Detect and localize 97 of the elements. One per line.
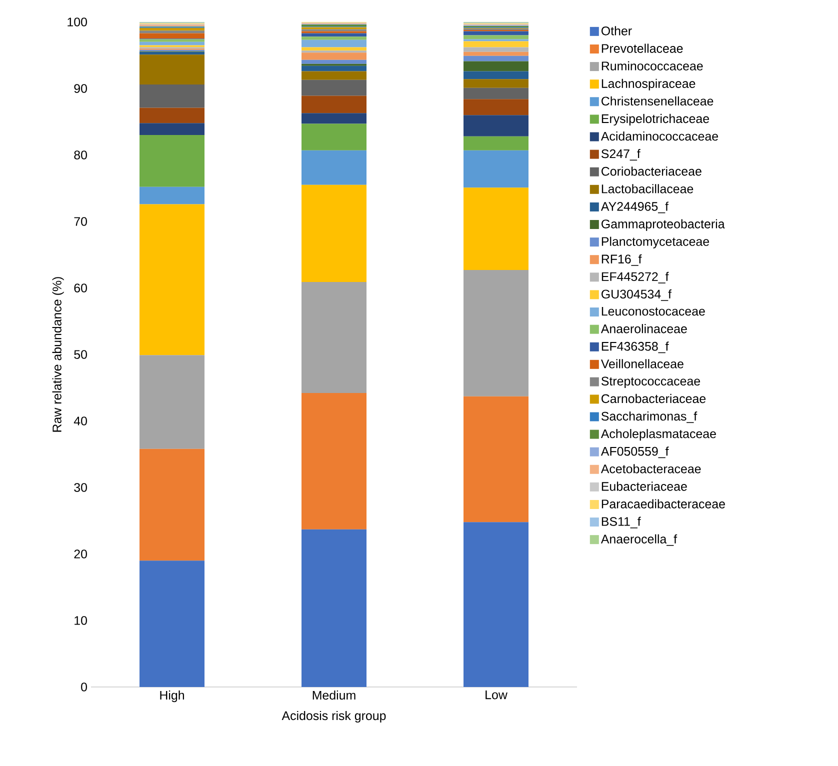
- bar: [140, 135, 205, 187]
- bar: [302, 282, 367, 394]
- bar: [464, 35, 529, 40]
- x-tick-label: Low: [486, 690, 508, 700]
- legend-label: Coriobacteriaceae: [602, 166, 702, 176]
- legend-label: Christensenellaceae: [602, 96, 714, 106]
- legend-label: Anaerolinaceae: [600, 324, 687, 334]
- bar: [464, 56, 529, 62]
- bar: [464, 270, 529, 396]
- y-tick-label: 20: [74, 550, 87, 558]
- bar: [302, 66, 367, 72]
- bar: [140, 108, 205, 124]
- y-tick-label: 40: [74, 416, 87, 426]
- legend-label: Carnobacteriaceae: [602, 394, 706, 404]
- bar: [140, 33, 205, 39]
- legend-label: Prevotellaceae: [602, 44, 683, 53]
- bar: [302, 36, 367, 40]
- bar: [464, 188, 529, 270]
- legend-label: Leuconostocaceae: [602, 306, 705, 316]
- bar: [464, 88, 529, 100]
- bar: [464, 31, 529, 36]
- legend-label: EF436358_f: [602, 342, 669, 354]
- bar: [140, 204, 205, 356]
- x-tick-label: Medium: [312, 690, 356, 700]
- y-tick-label: 50: [74, 350, 87, 359]
- y-tick-label: 90: [74, 84, 87, 93]
- bar: [302, 393, 367, 530]
- bar: [302, 124, 367, 150]
- legend-label: Erysipelotrichaceae: [602, 114, 710, 126]
- legend-label: Acetobacteraceae: [600, 464, 701, 474]
- legend-label: Lachnospiraceae: [602, 78, 696, 90]
- bar: [464, 136, 529, 150]
- legend-label: RF16_f: [602, 254, 642, 266]
- legend-label: Acholeplasmataceae: [600, 429, 716, 441]
- y-tick-label: 60: [74, 284, 87, 292]
- legend-label: Planctomycetaceae: [602, 236, 710, 248]
- legend-label: EF445272_f: [602, 272, 669, 284]
- bar: [464, 61, 529, 72]
- bar: [302, 150, 367, 185]
- bar: [140, 52, 205, 55]
- legend-label: AY244965_f: [600, 202, 669, 214]
- bar: [464, 396, 529, 522]
- legend-label: Paracaedibacteraceae: [602, 499, 725, 508]
- y-tick-label: 30: [74, 483, 87, 492]
- bar: [140, 448, 205, 561]
- bar: [140, 560, 205, 687]
- y-tick-label: 80: [74, 150, 87, 160]
- legend-label: S247_f: [601, 149, 640, 161]
- legend-label: Eubacteriaceae: [602, 482, 687, 491]
- bar: [140, 42, 205, 46]
- y-tick-label: 10: [74, 616, 87, 625]
- legend-label: Streptococcaceae: [601, 376, 700, 388]
- y-tick-label: 100: [68, 18, 87, 26]
- bar: [140, 84, 205, 108]
- bar: [464, 522, 529, 687]
- bar: [302, 529, 367, 687]
- legend-label: Gammaproteobacteria: [602, 219, 725, 231]
- bar: [302, 96, 367, 114]
- legend-label: Acidaminococcaceae: [600, 131, 718, 141]
- legend-label: GU304534_f: [602, 289, 672, 301]
- bar: [302, 71, 367, 80]
- legend-label: Veillonellaceae: [600, 359, 684, 368]
- x-axis-title: Acidosis risk group: [282, 710, 386, 723]
- bar: [464, 99, 529, 116]
- legend-label: Saccharimonas_f: [601, 411, 698, 423]
- bar: [464, 41, 529, 48]
- bar: [302, 113, 367, 124]
- y-tick-label: 0: [81, 682, 87, 692]
- bar: [140, 30, 205, 34]
- bar: [302, 52, 367, 60]
- legend-label: Other: [602, 26, 632, 36]
- bar: [140, 355, 205, 449]
- bar: [302, 33, 367, 37]
- bar: [302, 40, 367, 48]
- bar: [464, 71, 529, 80]
- bar: [464, 115, 529, 136]
- bar: [140, 123, 205, 136]
- bar: [302, 184, 367, 282]
- bar: [140, 186, 205, 204]
- legend-label: Anaerocella_f: [600, 534, 678, 546]
- x-tick-label: High: [160, 690, 184, 702]
- bar: [140, 54, 205, 84]
- bar: [302, 60, 367, 64]
- bar: [140, 39, 205, 42]
- bar: [464, 47, 529, 52]
- legend-label: BS11_f: [602, 516, 641, 528]
- legend-label: Lactobacillaceae: [602, 184, 694, 194]
- bar: [140, 28, 205, 31]
- legend-label: AF050559_f: [600, 446, 669, 458]
- bar: [464, 150, 529, 188]
- bar: [302, 80, 367, 96]
- legend-label: Ruminococcaceae: [602, 61, 703, 70]
- bar: [464, 52, 529, 56]
- y-tick-label: 70: [74, 217, 87, 226]
- bar: [302, 47, 367, 51]
- y-axis-title: Raw relative abundance (%): [52, 277, 64, 432]
- bar: [464, 79, 529, 88]
